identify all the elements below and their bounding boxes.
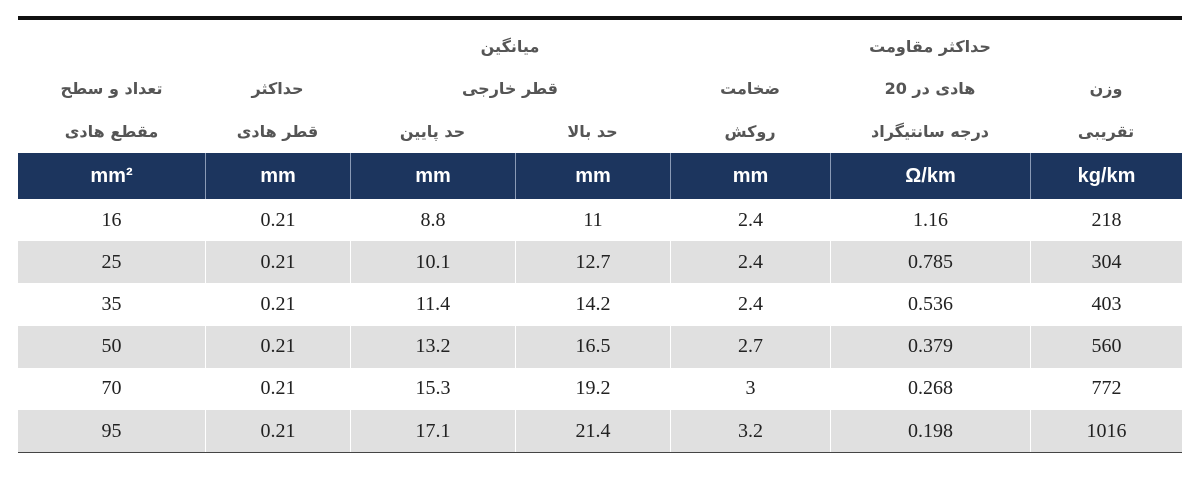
data-cell: 0.21 [205,410,350,453]
column-header: قطر هادی [236,121,319,141]
data-cell: 218 [1030,199,1182,242]
column-header: مقطع هادی [64,121,159,141]
data-cell: 0.198 [830,410,1030,453]
data-cell: 35 [101,292,122,315]
unit-cell: kg/km [1030,153,1182,199]
data-cell: 560 [1030,325,1182,368]
data-cell: 403 [1030,283,1182,326]
column-header: هادی در 20 [884,78,976,98]
unit-cell: mm [205,153,350,199]
data-cell: 11.4 [350,283,515,326]
row-stripe [18,410,1182,453]
data-cell: 25 [101,250,122,273]
data-cell: 0.536 [830,283,1030,326]
data-cell: 8.8 [350,199,515,242]
group-subtitle: قطر خارجی [461,78,559,98]
column-header: حداکثر مقاومت [869,36,991,56]
data-cell: 0.21 [205,325,350,368]
unit-cell: Ω/km [830,153,1030,199]
data-cell: 2.4 [670,283,830,326]
data-cell: 0.379 [830,325,1030,368]
data-cell: 1.16 [830,199,1030,242]
group-title: میانگین [480,36,540,56]
data-cell: 12.7 [515,241,670,284]
data-cell: 21.4 [515,410,670,453]
data-cell: 2.4 [670,199,830,242]
data-cell: 70 [101,377,122,400]
unit-row-bg [18,153,1182,199]
data-cell: 17.1 [350,410,515,453]
data-cell: 13.2 [350,325,515,368]
data-cell: 15.3 [350,367,515,410]
column-header: تقریبی [1077,121,1135,141]
data-cell: 304 [1030,241,1182,284]
unit-cell: mm [670,153,830,199]
unit-cell: mm² [90,164,133,187]
column-header: حد بالا [567,121,618,141]
data-cell: 2.4 [670,241,830,284]
unit-cell: mm [350,153,515,199]
column-header: وزن [1089,78,1123,98]
column-header: حد پایین [399,121,466,141]
column-header: حداکثر [251,78,304,98]
data-cell: 50 [101,335,122,358]
data-cell: 3 [670,367,830,410]
column-header: ضخامت [720,78,780,98]
row-stripe [18,325,1182,368]
data-cell: 16 [101,208,122,231]
column-header: درجه سانتیگراد [871,121,989,141]
data-cell: 14.2 [515,283,670,326]
data-cell: 16.5 [515,325,670,368]
data-cell: 95 [101,419,122,442]
top-rule [18,16,1182,20]
data-cell: 772 [1030,367,1182,410]
data-cell: 0.21 [205,199,350,242]
data-cell: 0.268 [830,367,1030,410]
column-header: روکش [724,121,776,141]
data-cell: 3.2 [670,410,830,453]
data-cell: 0.21 [205,367,350,410]
data-cell: 1016 [1030,410,1182,453]
data-cell: 0.21 [205,241,350,284]
row-stripe [18,241,1182,284]
column-header: تعداد و سطح [60,78,163,98]
data-cell: 10.1 [350,241,515,284]
data-cell: 11 [515,199,670,242]
data-cell: 0.785 [830,241,1030,284]
unit-cell: mm [515,153,670,199]
data-cell: 2.7 [670,325,830,368]
data-cell: 19.2 [515,367,670,410]
data-cell: 0.21 [205,283,350,326]
